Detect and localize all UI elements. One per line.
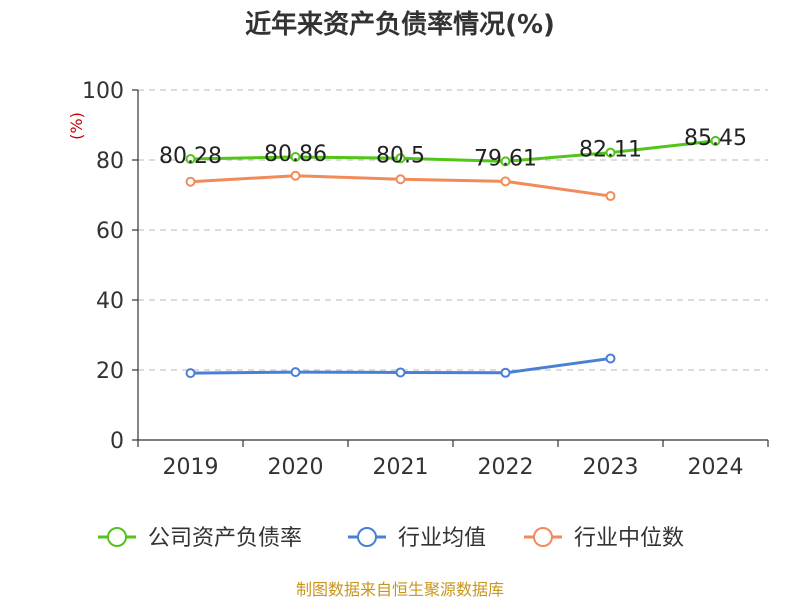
y-tick-label: 60 xyxy=(96,219,124,244)
series-2 xyxy=(185,170,616,202)
legend-label: 行业中位数 xyxy=(574,526,684,551)
x-tick-label: 2020 xyxy=(268,455,324,480)
chart-title: 近年来资产负债率情况(%) xyxy=(245,9,555,40)
data-point xyxy=(290,367,301,378)
data-point xyxy=(500,367,511,378)
source-note: 制图数据来自恒生聚源数据库 xyxy=(296,580,504,599)
x-ticks: 2019 2020 2021 2022 2023 2024 xyxy=(137,440,769,480)
y-tick-label: 40 xyxy=(96,289,124,314)
legend-label: 公司资产负债率 xyxy=(148,526,302,551)
y-tick-label: 80 xyxy=(96,149,124,174)
x-tick-label: 2019 xyxy=(163,455,219,480)
legend: 公司资产负债率 行业均值 行业中位数 xyxy=(98,526,684,551)
legend-item-1: 行业均值 xyxy=(348,526,486,551)
data-label: 82.11 xyxy=(579,138,642,163)
data-label: 80.28 xyxy=(159,144,222,169)
data-point xyxy=(185,154,196,165)
data-label: 80.5 xyxy=(376,143,425,168)
data-point xyxy=(500,156,511,167)
legend-label: 行业均值 xyxy=(398,526,486,551)
data-point xyxy=(710,135,721,146)
legend-item-2: 行业中位数 xyxy=(524,526,684,551)
x-tick-label: 2021 xyxy=(373,455,429,480)
y-tick-label: 0 xyxy=(110,429,124,454)
data-point xyxy=(605,147,616,158)
data-point xyxy=(185,176,196,187)
x-tick-label: 2024 xyxy=(688,455,744,480)
data-point xyxy=(605,191,616,202)
data-label: 79.61 xyxy=(474,146,537,171)
legend-item-0: 公司资产负债率 xyxy=(98,526,302,551)
legend-swatch-marker xyxy=(533,527,553,547)
y-ticks: 0 20 40 60 80 100 xyxy=(82,79,138,454)
data-point xyxy=(290,170,301,181)
series-layer: 80.28 80.86 80.5 79.61 82.11 85.45 xyxy=(159,126,747,379)
series-1 xyxy=(185,353,616,379)
data-point xyxy=(290,151,301,162)
data-point xyxy=(395,153,406,164)
data-point xyxy=(395,174,406,185)
data-point xyxy=(185,368,196,379)
legend-swatch-marker xyxy=(107,527,127,547)
series-0: 80.28 80.86 80.5 79.61 82.11 85.45 xyxy=(159,126,747,171)
series-line xyxy=(190,139,716,163)
data-point xyxy=(395,367,406,378)
axes xyxy=(137,90,768,441)
data-point xyxy=(605,353,616,364)
y-axis-label: (%) xyxy=(67,112,86,140)
x-tick-label: 2022 xyxy=(478,455,534,480)
x-tick-label: 2023 xyxy=(583,455,639,480)
data-label: 80.86 xyxy=(264,142,327,167)
legend-swatch-marker xyxy=(357,527,377,547)
gridlines xyxy=(138,89,768,371)
y-tick-label: 20 xyxy=(96,359,124,384)
y-tick-label: 100 xyxy=(82,79,124,104)
data-point xyxy=(500,176,511,187)
data-label: 85.45 xyxy=(684,126,747,151)
